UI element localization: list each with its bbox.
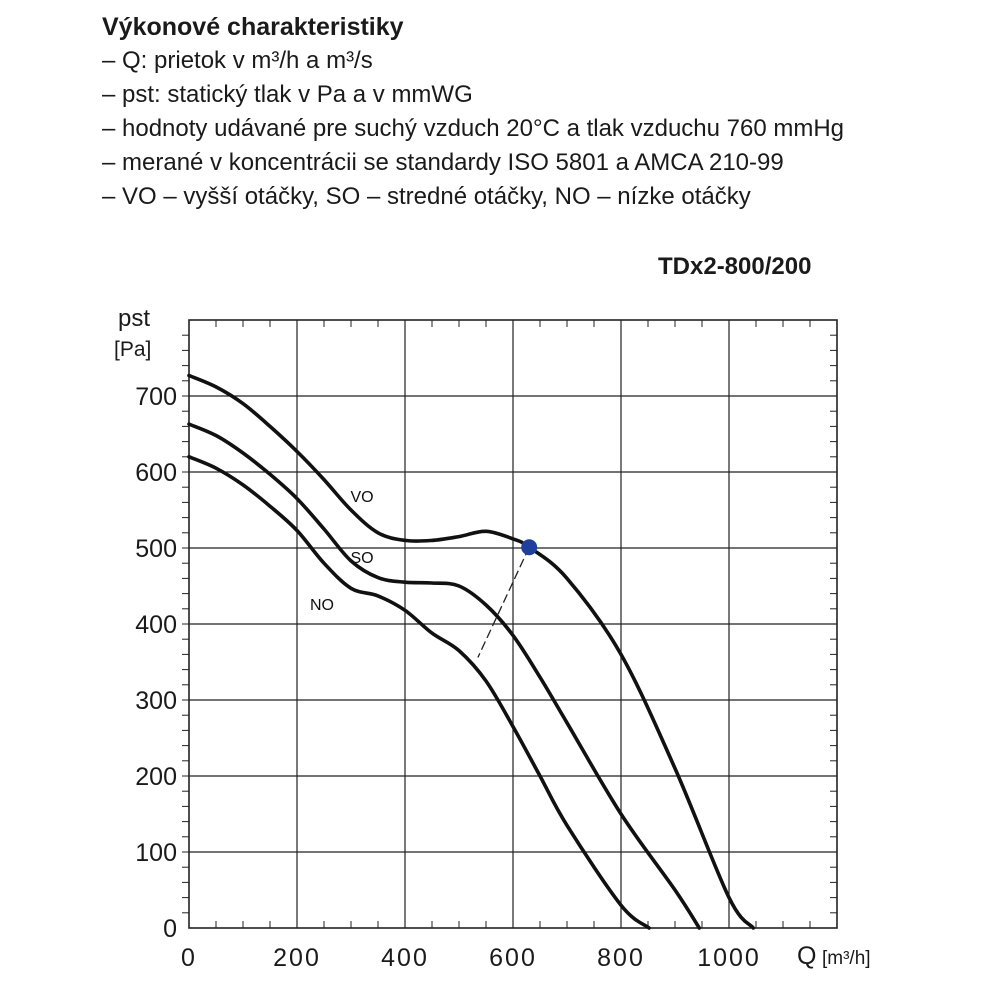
- y-tick-label: 0: [163, 915, 177, 943]
- x-tick-label: 1000: [697, 944, 761, 972]
- page-title: Výkonové charakteristiky: [102, 13, 404, 41]
- note-line: – Q: prietok v m³/h a m³/s: [102, 47, 373, 74]
- y-tick-label: 400: [135, 611, 177, 639]
- operating-line: [477, 546, 530, 658]
- series-label: NO: [310, 597, 334, 614]
- series-label: VO: [350, 489, 373, 506]
- x-tick-label: 600: [489, 944, 537, 972]
- y-tick-label: 100: [135, 839, 177, 867]
- plot-frame: [188, 319, 838, 929]
- header: Výkonové charakteristiky – Q: prietok v …: [102, 10, 844, 214]
- series-curve-vo: [187, 373, 756, 930]
- x-tick-label: 200: [273, 944, 321, 972]
- note-line: – pst: statický tlak v Pa a v mmWG: [102, 81, 473, 108]
- y-tick-label: 500: [135, 535, 177, 563]
- x-axis-label: Q: [797, 942, 816, 970]
- note-line: – merané v koncentrácii se standardy ISO…: [102, 149, 784, 176]
- series-curve-so: [187, 422, 702, 930]
- operating-point: [521, 539, 538, 556]
- x-axis-unit: [m³/h]: [822, 948, 871, 969]
- y-tick-label: 700: [135, 383, 177, 411]
- y-axis-label: pst: [118, 305, 150, 332]
- chart-title: TDx2-800/200: [658, 253, 812, 280]
- note-line: – hodnoty udávané pre suchý vzduch 20°C …: [102, 115, 845, 142]
- series-label: SO: [350, 550, 373, 567]
- series-curve-no: [187, 455, 651, 930]
- y-tick-label: 600: [135, 459, 177, 487]
- y-axis-unit: [Pa]: [114, 338, 151, 361]
- x-tick-label: 0: [181, 944, 197, 972]
- x-tick-label: 800: [597, 944, 645, 972]
- note-line: – VO – vyšší otáčky, SO – stredné otáčky…: [102, 183, 751, 210]
- y-tick-label: 300: [135, 687, 177, 715]
- y-tick-label: 200: [135, 763, 177, 791]
- x-tick-label: 400: [381, 944, 429, 972]
- notes-list: – Q: prietok v m³/h a m³/s – pst: static…: [102, 44, 844, 214]
